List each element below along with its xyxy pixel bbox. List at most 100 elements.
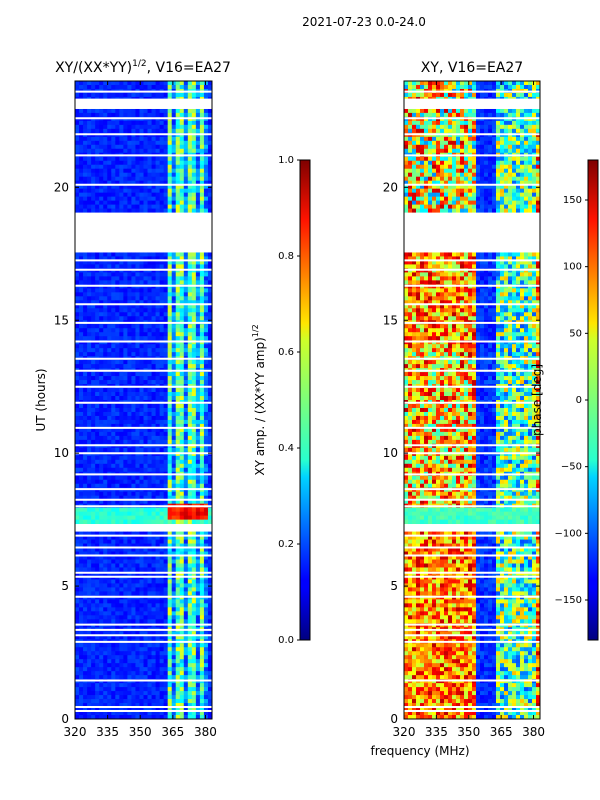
amp-heatmap-cell — [123, 507, 128, 513]
amp-heatmap-cell — [143, 160, 148, 166]
amp-heatmap-cell — [207, 300, 212, 305]
amp-heatmap-cell — [123, 603, 128, 608]
amp-heatmap-cell — [155, 631, 161, 636]
amp-heatmap-cell — [151, 707, 156, 712]
amp-heatmap-cell — [135, 435, 140, 441]
amp-heatmap-cell — [207, 447, 212, 453]
amp-heatmap-cell — [91, 208, 96, 213]
amp-heatmap-cell — [183, 583, 189, 588]
amp-heatmap-cell — [167, 519, 173, 525]
amp-heatmap-cell — [115, 328, 120, 333]
amp-heatmap-cell — [115, 423, 120, 429]
amp-heatmap-cell — [123, 120, 128, 126]
amp-heatmap-cell — [115, 539, 120, 544]
amp-heatmap-cell — [171, 176, 177, 182]
amp-heatmap-cell — [191, 499, 197, 505]
amp-heatmap-cell — [179, 707, 185, 712]
amp-heatmap-cell — [155, 683, 161, 688]
amp-heatmap-cell — [111, 164, 116, 170]
amp-heatmap-cell — [195, 599, 201, 604]
amp-heatmap-cell — [183, 555, 189, 560]
amp-heatmap-cell — [79, 184, 84, 190]
amp-heatmap-cell — [127, 411, 132, 417]
amp-heatmap-cell — [195, 156, 201, 162]
amp-heatmap-cell — [119, 683, 124, 688]
amp-heatmap-cell — [179, 499, 185, 505]
amp-heatmap-cell — [119, 583, 124, 588]
amp-heatmap-cell — [179, 515, 185, 521]
amp-heatmap-cell — [191, 324, 197, 329]
amp-heatmap-cell — [195, 419, 201, 425]
amp-heatmap-cell — [167, 531, 173, 536]
amp-heatmap-cell — [119, 587, 124, 592]
amp-heatmap-cell — [131, 415, 136, 421]
amp-heatmap-cell — [159, 531, 165, 536]
amp-heatmap-cell — [183, 352, 189, 357]
amp-heatmap-cell — [127, 328, 132, 333]
amp-heatmap-cell — [127, 204, 132, 209]
amp-heatmap-cell — [91, 411, 96, 417]
amp-heatmap-cell — [115, 108, 120, 114]
amp-heatmap-cell — [83, 160, 88, 166]
amp-heatmap-cell — [143, 551, 148, 556]
amp-heatmap-cell — [123, 655, 128, 660]
amp-heatmap-cell — [151, 288, 156, 293]
amp-heatmap-cell — [115, 204, 120, 209]
amp-heatmap-cell — [179, 256, 185, 261]
amp-heatmap-cell — [115, 603, 120, 608]
amp-heatmap-cell — [87, 459, 92, 465]
amp-heatmap-cell — [135, 611, 140, 616]
amp-heatmap-cell — [111, 419, 116, 425]
amp-heatmap-cell — [99, 344, 104, 349]
amp-heatmap-cell — [115, 583, 120, 588]
amp-heatmap-cell — [131, 352, 136, 357]
amp-heatmap-cell — [131, 663, 136, 668]
amp-heatmap-cell — [95, 511, 100, 517]
amp-heatmap-cell — [179, 172, 185, 178]
amp-heatmap-cell — [131, 81, 136, 86]
amp-heatmap-cell — [155, 643, 161, 648]
amp-heatmap-cell — [139, 651, 144, 656]
amp-heatmap-cell — [191, 176, 197, 182]
amp-heatmap-cell — [203, 304, 209, 309]
amp-heatmap-cell — [183, 603, 189, 608]
amp-heatmap-cell — [95, 108, 100, 114]
amp-heatmap-cell — [187, 372, 193, 377]
amp-heatmap-cell — [99, 427, 104, 433]
amp-heatmap-cell — [159, 459, 165, 465]
amp-heatmap-cell — [123, 264, 128, 269]
amp-heatmap-cell — [91, 547, 96, 552]
amp-heatmap-cell — [115, 427, 120, 433]
amp-heatmap-cell — [127, 495, 132, 501]
amp-heatmap-cell — [167, 715, 173, 719]
amp-heatmap-cell — [159, 200, 165, 206]
amp-heatmap-cell — [171, 407, 177, 413]
amp-heatmap-cell — [75, 635, 80, 640]
amp-heatmap-cell — [103, 691, 108, 696]
amp-heatmap-cell — [179, 300, 185, 305]
amp-heatmap-cell — [87, 188, 92, 194]
amp-heatmap-cell — [95, 403, 100, 409]
amp-heatmap-cell — [123, 439, 128, 445]
amp-heatmap-cell — [207, 467, 212, 473]
amp-heatmap-cell — [147, 172, 152, 178]
amp-heatmap-cell — [79, 475, 84, 481]
amp-heatmap-cell — [107, 292, 112, 297]
amp-heatmap-cell — [187, 603, 193, 608]
amp-heatmap-cell — [115, 407, 120, 413]
amp-heatmap-cell — [171, 439, 177, 445]
amp-heatmap-cell — [95, 687, 100, 692]
amp-heatmap-cell — [183, 124, 189, 130]
amp-heatmap-cell — [115, 112, 120, 118]
amp-heatmap-cell — [111, 555, 116, 560]
amp-heatmap-cell — [135, 463, 140, 469]
amp-heatmap-cell — [79, 591, 84, 596]
amp-heatmap-cell — [195, 591, 201, 596]
amp-heatmap-cell — [83, 396, 88, 401]
amp-heatmap-cell — [187, 643, 193, 648]
amp-heatmap-cell — [199, 108, 205, 114]
amp-heatmap-cell — [123, 643, 128, 648]
amp-heatmap-cell — [131, 164, 136, 170]
amp-heatmap-cell — [203, 260, 209, 265]
amp-heatmap-cell — [143, 591, 148, 596]
